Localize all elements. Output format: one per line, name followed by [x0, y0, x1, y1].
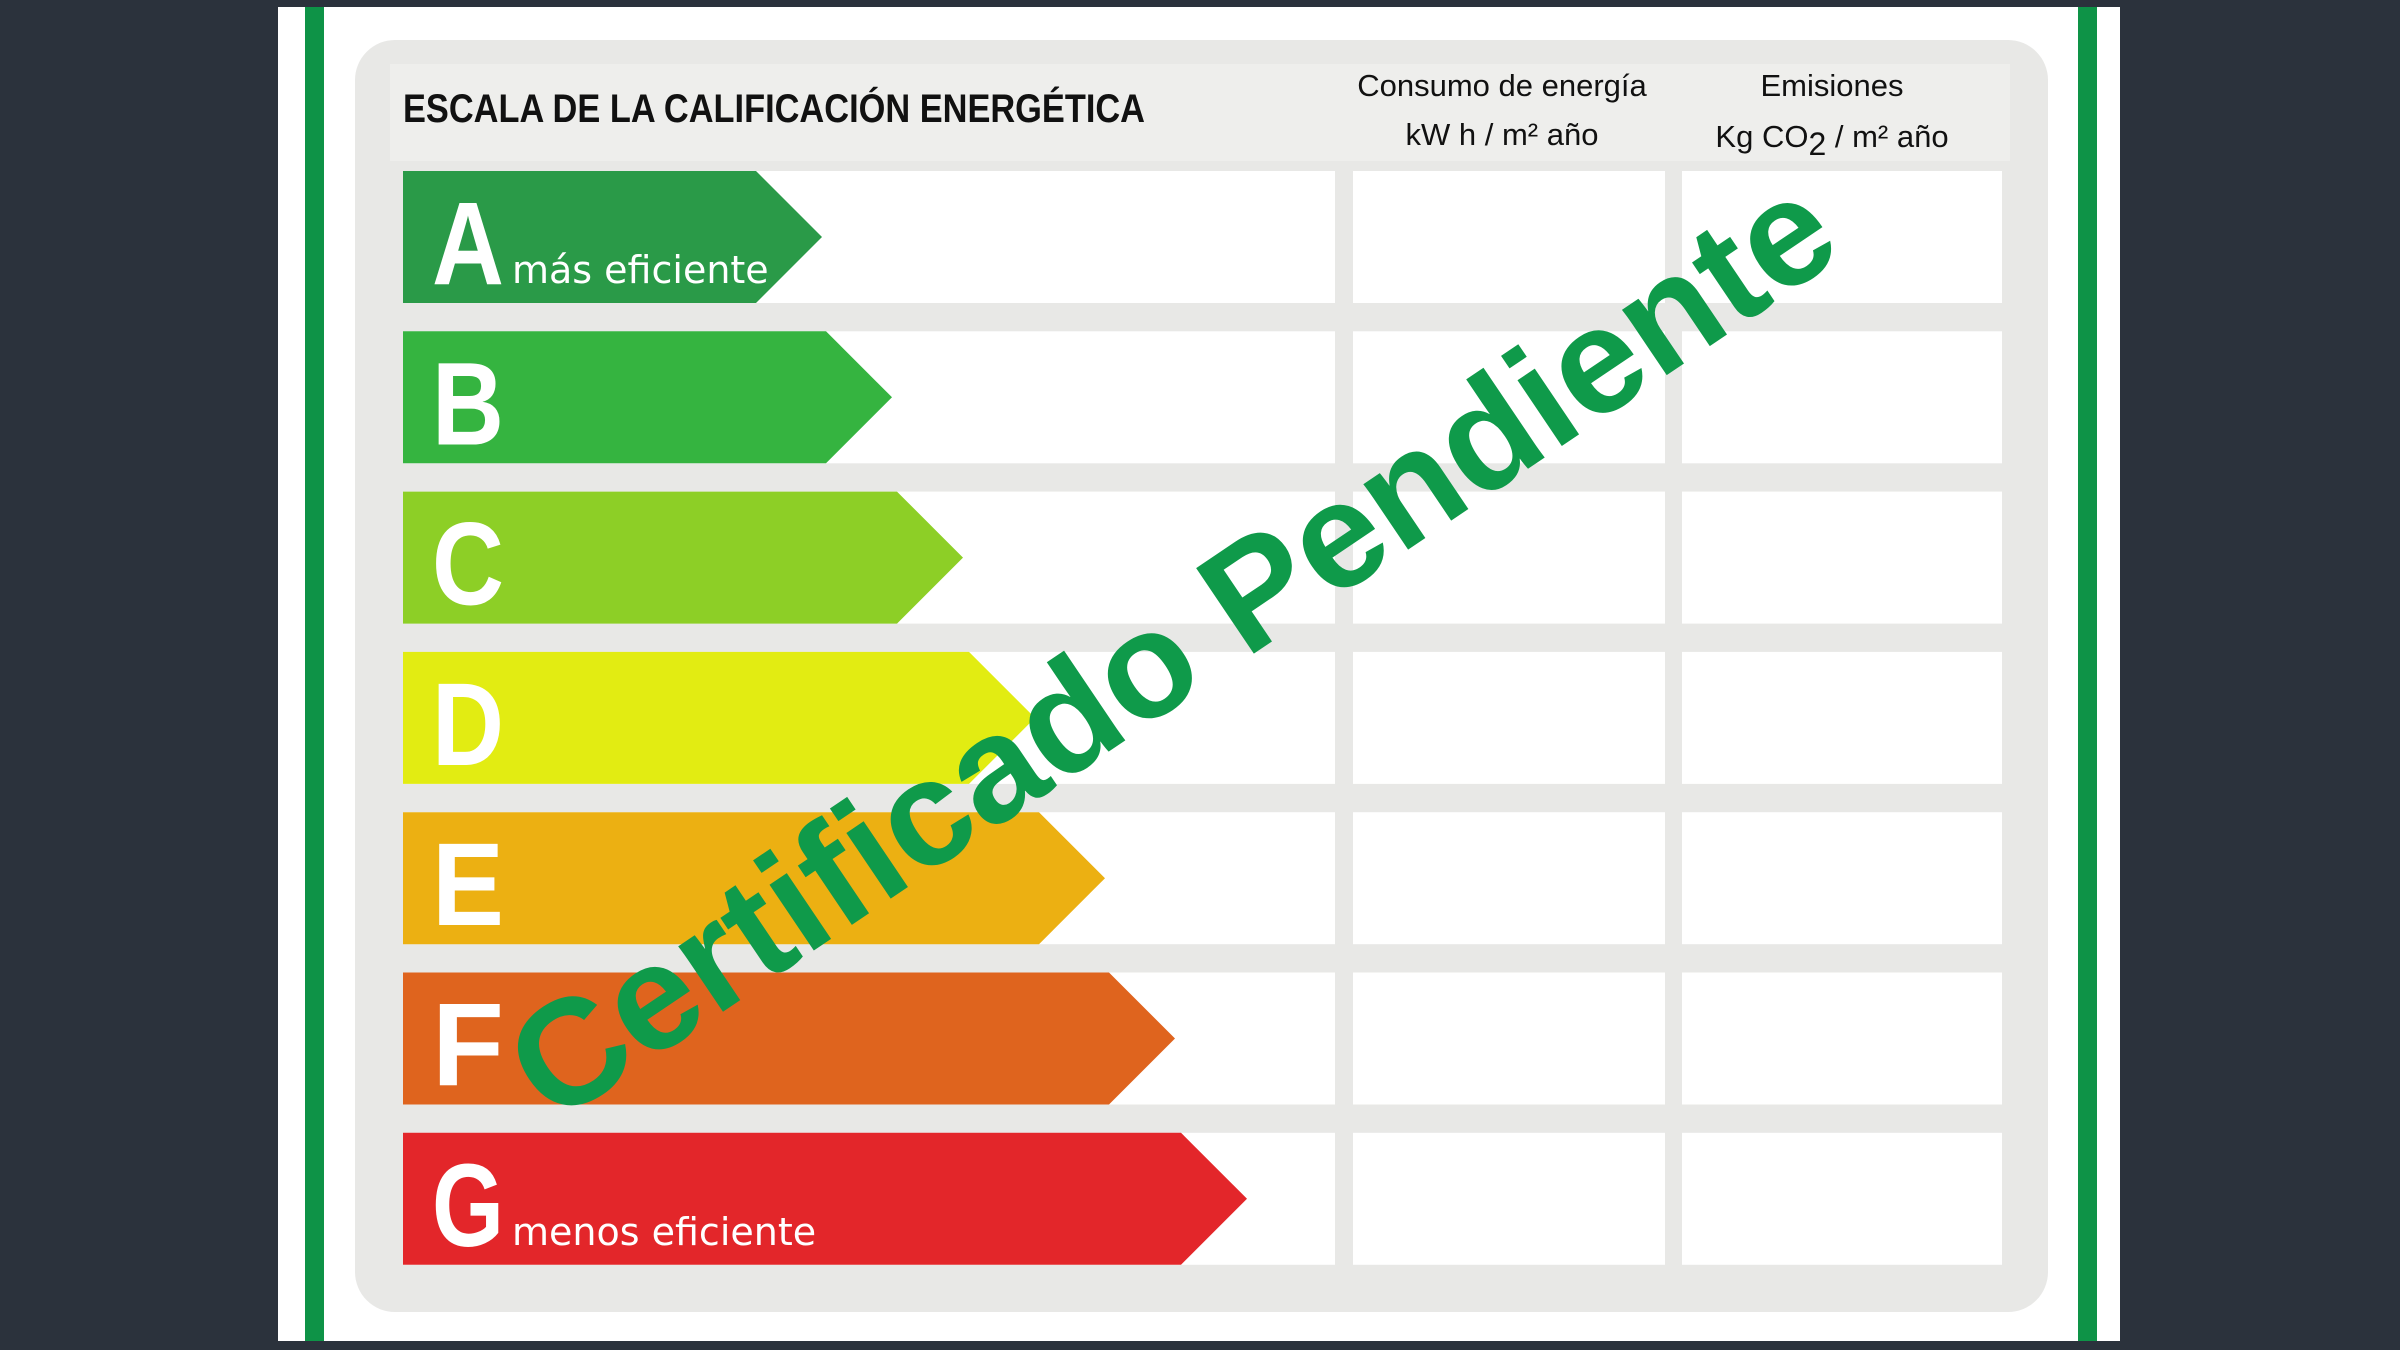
energy-value-cell [1353, 812, 1665, 945]
rating-row-d: D [403, 651, 2002, 791]
energy-value-cell [1353, 331, 1665, 464]
energy-value-cell [1353, 171, 1665, 303]
rating-letter: G [432, 1140, 504, 1272]
energy-column-unit: kW h / m² año [1406, 117, 1599, 152]
emissions-value-cell [1682, 651, 2002, 784]
rating-arrow-d [403, 651, 1035, 784]
energy-value-cell [1353, 491, 1665, 624]
right-green-border [2078, 7, 2097, 1341]
rating-row-f: F [403, 972, 2002, 1112]
emissions-value-cell [1682, 171, 2002, 303]
rating-letter: C [432, 499, 504, 631]
rating-letter: D [432, 659, 504, 791]
emissions-value-cell [1682, 491, 2002, 624]
header-band [390, 64, 2010, 161]
rating-arrow-f [403, 972, 1175, 1105]
rating-letter: A [432, 178, 504, 310]
emissions-value-cell [1682, 1132, 2002, 1265]
emissions-value-cell [1682, 812, 2002, 945]
rating-arrow-g [403, 1132, 1247, 1265]
rating-caption: menos eficiente [512, 1210, 816, 1254]
energy-value-cell [1353, 651, 1665, 784]
emissions-value-cell [1682, 331, 2002, 464]
rating-arrow-b [403, 331, 892, 464]
label-title: ESCALA DE LA CALIFICACIÓN ENERGÉTICA [403, 85, 1145, 131]
energy-column-title: Consumo de energía [1357, 68, 1647, 103]
rating-arrow-c [403, 491, 963, 624]
left-green-border [305, 7, 324, 1341]
rating-caption: más eficiente [512, 248, 769, 292]
emissions-value-cell [1682, 972, 2002, 1105]
rating-letter: F [432, 980, 504, 1112]
rating-row-b: B [403, 331, 2002, 470]
rating-arrow-a [403, 171, 822, 303]
rating-row-c: C [403, 491, 2002, 631]
rating-row-e: E [403, 812, 2002, 951]
emissions-column-title: Emisiones [1761, 68, 1904, 103]
rating-arrow-e [403, 812, 1105, 945]
emissions-column-unit: Kg CO2 / m² año [1715, 119, 1948, 162]
energy-value-cell [1353, 1132, 1665, 1265]
rating-letter: B [432, 338, 504, 470]
rating-letter: E [432, 819, 504, 951]
energy-value-cell [1353, 972, 1665, 1105]
